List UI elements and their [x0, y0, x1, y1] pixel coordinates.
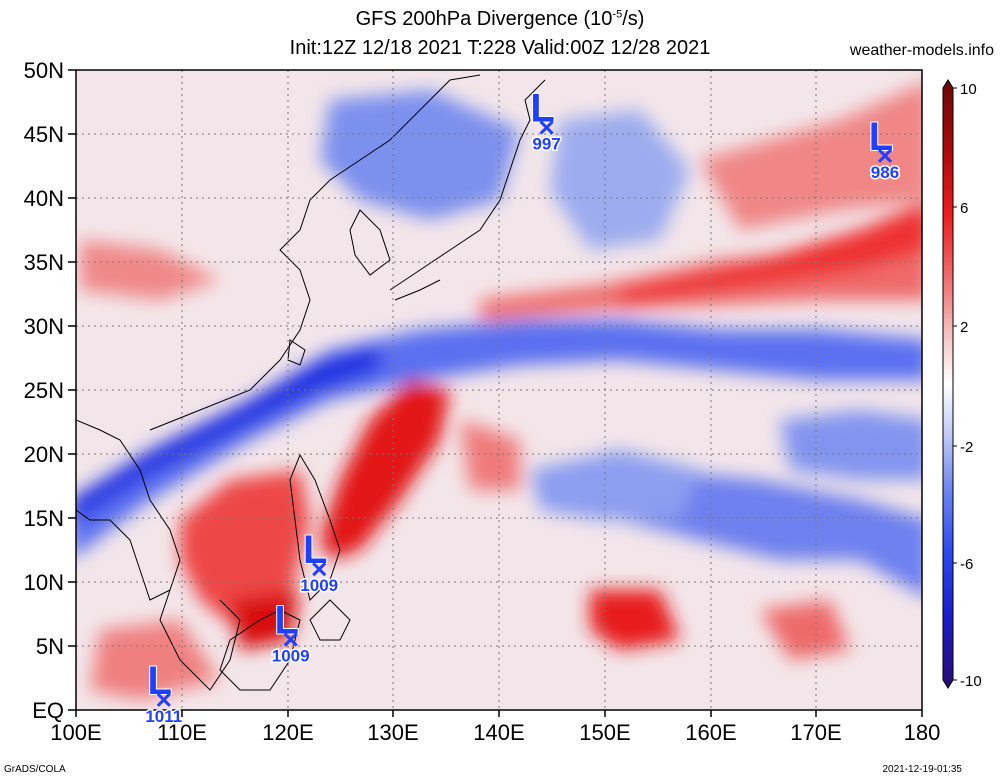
software-credit: GrADS/COLA	[4, 764, 66, 775]
low-pressure-value: 1011	[145, 707, 182, 726]
lon-label: 140E	[473, 720, 524, 745]
colorbar-scale	[942, 79, 954, 689]
colorbar-label: 2	[960, 319, 968, 336]
lat-label: 20N	[24, 442, 64, 467]
colorbar-label: -10	[960, 673, 982, 690]
colorbar-label: -2	[960, 439, 973, 456]
lon-label: 170E	[790, 720, 841, 745]
low-pressure-value: 1009	[272, 647, 310, 666]
lon-label: 120E	[262, 720, 313, 745]
lat-label: 15N	[24, 506, 64, 531]
chart-title: GFS 200hPa Divergence (10-5/s)	[355, 8, 645, 30]
low-pressure-value: 986	[871, 163, 899, 182]
low-center-x	[312, 562, 327, 577]
lat-label: 50N	[24, 58, 64, 83]
colorbar-label: 6	[960, 200, 968, 217]
site-credit: weather-models.info	[849, 42, 994, 59]
lon-label: 100E	[50, 720, 101, 745]
chart-subtitle: Init:12Z 12/18 2021 T:228 Valid:00Z 12/2…	[289, 37, 711, 59]
lon-label: 160E	[685, 720, 736, 745]
colorbar-label: 10	[960, 81, 977, 98]
lat-axis: 50N 45N 40N 35N 30N 25N 20N 15N 10N 5N E…	[24, 58, 64, 723]
lat-label: 45N	[24, 122, 64, 147]
generation-timestamp: 2021-12-19-01:35	[882, 764, 962, 775]
colorbar-label: -6	[960, 556, 973, 573]
low-center-x	[283, 632, 298, 647]
low-pressure-value: 1009	[300, 576, 338, 595]
lon-label: 150E	[579, 720, 630, 745]
low-center-x	[156, 692, 171, 707]
gridlines	[76, 70, 922, 710]
lat-label: 40N	[24, 186, 64, 211]
lat-label: 5N	[36, 634, 64, 659]
lat-label: 25N	[24, 378, 64, 403]
lon-label: 180	[904, 720, 941, 745]
low-pressure-value: 997	[532, 135, 560, 154]
lat-label: 10N	[24, 570, 64, 595]
lat-label: EQ	[32, 698, 64, 723]
lat-label: 30N	[24, 314, 64, 339]
lon-label: 130E	[367, 720, 418, 745]
divergence-field	[76, 70, 922, 710]
coastlines	[76, 74, 546, 691]
low-center-x	[877, 148, 893, 163]
low-center-x	[539, 120, 554, 135]
lon-label: 110E	[157, 720, 207, 745]
lat-label: 35N	[24, 250, 64, 275]
colorbar: 10 6 2 -2 -6 -10	[942, 79, 982, 690]
lon-axis: 100E 110E 120E 130E 140E 150E 160E 170E …	[50, 720, 940, 745]
axis-ticks	[68, 69, 923, 717]
